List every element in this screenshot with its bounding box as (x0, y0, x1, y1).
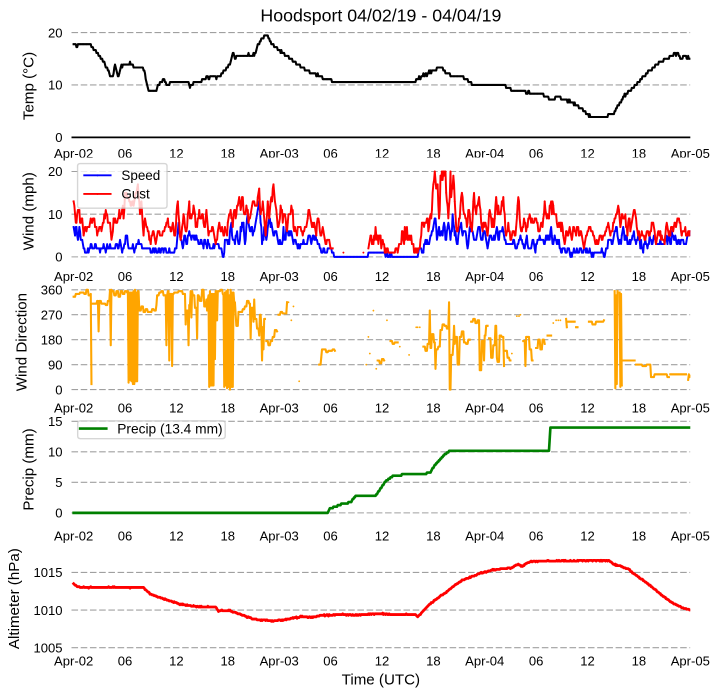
svg-text:5: 5 (55, 475, 62, 490)
svg-text:180: 180 (41, 332, 63, 347)
svg-text:1015: 1015 (33, 565, 62, 580)
svg-text:06: 06 (529, 146, 544, 161)
svg-text:Apr-05: Apr-05 (671, 653, 710, 668)
svg-text:10: 10 (48, 207, 63, 222)
svg-text:06: 06 (323, 400, 338, 415)
svg-text:Temp (°C): Temp (°C) (21, 52, 38, 120)
svg-text:18: 18 (426, 653, 441, 668)
svg-text:Apr-04: Apr-04 (465, 146, 504, 161)
svg-text:06: 06 (323, 528, 338, 543)
svg-text:12: 12 (375, 269, 390, 284)
svg-text:Precip (13.4 mm): Precip (13.4 mm) (117, 421, 222, 436)
svg-text:Hoodsport 04/02/19 - 04/04/19: Hoodsport 04/02/19 - 04/04/19 (260, 6, 501, 26)
svg-text:06: 06 (529, 528, 544, 543)
svg-text:20: 20 (48, 164, 63, 179)
svg-text:18: 18 (426, 528, 441, 543)
svg-text:18: 18 (221, 653, 236, 668)
svg-text:Gust: Gust (121, 187, 150, 202)
svg-text:06: 06 (529, 400, 544, 415)
svg-text:10: 10 (48, 78, 63, 93)
svg-text:1005: 1005 (33, 640, 62, 655)
svg-text:12: 12 (375, 400, 390, 415)
svg-text:0: 0 (55, 250, 62, 265)
svg-text:06: 06 (118, 653, 133, 668)
svg-text:Apr-02: Apr-02 (54, 146, 93, 161)
svg-text:12: 12 (375, 146, 390, 161)
svg-text:Apr-03: Apr-03 (260, 146, 299, 161)
svg-text:18: 18 (426, 269, 441, 284)
svg-text:10: 10 (48, 445, 63, 460)
svg-text:12: 12 (169, 528, 184, 543)
svg-text:18: 18 (221, 146, 236, 161)
svg-text:Apr-04: Apr-04 (465, 400, 504, 415)
svg-text:0: 0 (55, 382, 62, 397)
svg-text:12: 12 (169, 269, 184, 284)
svg-text:Speed: Speed (121, 168, 160, 183)
svg-text:12: 12 (580, 528, 595, 543)
svg-text:12: 12 (580, 269, 595, 284)
svg-text:06: 06 (118, 400, 133, 415)
svg-text:1010: 1010 (33, 603, 62, 618)
svg-text:18: 18 (632, 653, 647, 668)
svg-text:20: 20 (48, 25, 63, 40)
svg-text:18: 18 (632, 400, 647, 415)
svg-text:12: 12 (375, 528, 390, 543)
svg-text:12: 12 (169, 400, 184, 415)
svg-text:Apr-04: Apr-04 (465, 269, 504, 284)
svg-text:Apr-05: Apr-05 (671, 146, 710, 161)
svg-text:Apr-04: Apr-04 (465, 528, 504, 543)
svg-text:12: 12 (580, 653, 595, 668)
svg-text:18: 18 (221, 269, 236, 284)
svg-text:Wind Direction: Wind Direction (13, 293, 30, 391)
svg-text:Altimeter (hPa): Altimeter (hPa) (6, 548, 23, 649)
svg-text:Apr-02: Apr-02 (54, 528, 93, 543)
svg-text:Apr-04: Apr-04 (465, 653, 504, 668)
svg-text:Precip (mm): Precip (mm) (21, 428, 38, 510)
svg-text:15: 15 (48, 414, 63, 429)
svg-text:12: 12 (169, 653, 184, 668)
svg-text:06: 06 (118, 269, 133, 284)
svg-text:Apr-03: Apr-03 (260, 653, 299, 668)
svg-text:06: 06 (323, 146, 338, 161)
svg-text:Apr-05: Apr-05 (671, 528, 710, 543)
svg-text:06: 06 (529, 653, 544, 668)
svg-text:12: 12 (580, 400, 595, 415)
svg-text:0: 0 (55, 506, 62, 521)
svg-text:06: 06 (529, 269, 544, 284)
svg-text:18: 18 (221, 528, 236, 543)
svg-text:18: 18 (221, 400, 236, 415)
svg-text:12: 12 (169, 146, 184, 161)
svg-text:18: 18 (632, 146, 647, 161)
svg-text:Time (UTC): Time (UTC) (342, 672, 420, 689)
svg-text:Apr-02: Apr-02 (54, 400, 93, 415)
svg-text:Apr-03: Apr-03 (260, 528, 299, 543)
svg-text:06: 06 (323, 269, 338, 284)
svg-text:18: 18 (632, 528, 647, 543)
svg-text:12: 12 (375, 653, 390, 668)
svg-text:360: 360 (41, 283, 63, 298)
svg-text:Apr-05: Apr-05 (671, 400, 710, 415)
svg-text:12: 12 (580, 146, 595, 161)
svg-text:Apr-03: Apr-03 (260, 269, 299, 284)
svg-text:Apr-02: Apr-02 (54, 653, 93, 668)
svg-text:06: 06 (118, 146, 133, 161)
svg-text:0: 0 (55, 130, 62, 145)
svg-text:Apr-02: Apr-02 (54, 269, 93, 284)
svg-text:Apr-05: Apr-05 (671, 269, 710, 284)
svg-text:Wind (mph): Wind (mph) (21, 172, 38, 250)
svg-text:270: 270 (41, 307, 63, 322)
svg-text:90: 90 (48, 357, 63, 372)
svg-text:06: 06 (118, 528, 133, 543)
svg-text:18: 18 (426, 400, 441, 415)
svg-text:18: 18 (426, 146, 441, 161)
svg-text:Apr-03: Apr-03 (260, 400, 299, 415)
svg-text:18: 18 (632, 269, 647, 284)
svg-text:06: 06 (323, 653, 338, 668)
